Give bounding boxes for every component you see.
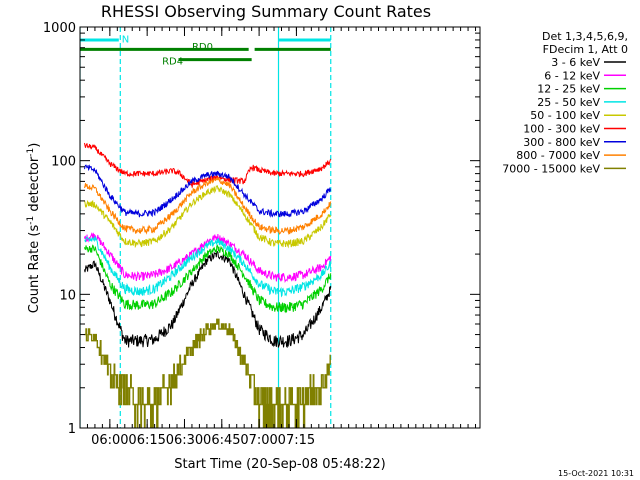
- series-line-5: [84, 185, 332, 249]
- legend-entry-label: 6 - 12 keV: [544, 69, 600, 82]
- legend-entry-label: 800 - 7000 keV: [516, 149, 600, 162]
- x-tick-label: 07:15: [278, 433, 315, 448]
- y-axis-label-sup1: -1: [26, 216, 36, 225]
- status-bar-label-rd0: RD0: [192, 42, 213, 53]
- series-line-4: [84, 236, 332, 298]
- series-line-9: [84, 318, 331, 428]
- legend: Det 1,3,4,5,6,9,FDecim 1, Att 03 - 6 keV…: [502, 30, 628, 175]
- x-tick-label: 06:45: [203, 433, 240, 448]
- series-line-1: [84, 251, 332, 349]
- plot-frame: [79, 26, 481, 429]
- legend-entry-label: 12 - 25 keV: [537, 83, 600, 96]
- y-tick-label: 1: [68, 422, 76, 437]
- status-bar-label-n: N: [122, 35, 129, 46]
- legend-header-line: Det 1,3,4,5,6,9,: [542, 30, 628, 43]
- y-axis-label: Count Rate (s-1 detector-1): [26, 143, 42, 314]
- legend-entry-label: 7000 - 15000 keV: [502, 162, 600, 175]
- status-bar-label-rd4: RD4: [162, 57, 183, 68]
- y-tick-label: 100: [51, 155, 76, 170]
- series-line-3: [84, 244, 332, 314]
- series-line-7: [84, 164, 332, 218]
- legend-entry-label: 300 - 800 keV: [523, 136, 600, 149]
- series-line-2: [84, 232, 332, 283]
- data-layer: N RD0 RD4: [80, 27, 332, 428]
- series-line-8: [84, 176, 332, 236]
- plot-area: [80, 27, 332, 428]
- legend-entry-label: 100 - 300 keV: [523, 123, 600, 136]
- x-tick-label: 07:00: [240, 433, 277, 448]
- legend-header-line: FDecim 1, Att 0: [543, 43, 628, 56]
- y-axis-label-sup2: -1: [26, 148, 36, 157]
- axes-layer: 1 10 100 1000 06:00 06:15 06:30 06:45 07:00 07:15: [43, 21, 481, 448]
- legend-entry-label: 50 - 100 keV: [530, 109, 600, 122]
- y-axis-label-part3: ): [27, 143, 42, 148]
- series-line-6: [84, 142, 332, 188]
- y-tick-label: 10: [59, 288, 76, 303]
- x-tick-label: 06:15: [128, 433, 165, 448]
- y-tick-label: 1000: [43, 21, 76, 36]
- x-axis-label: Start Time (20-Sep-08 05:48:22): [174, 457, 385, 472]
- chart-title: RHESSI Observing Summary Count Rates: [101, 2, 431, 21]
- legend-entry-label: 3 - 6 keV: [551, 56, 600, 69]
- y-axis-label-part1: Count Rate (s: [27, 225, 42, 314]
- legend-entry-label: 25 - 50 keV: [537, 96, 600, 109]
- x-tick-label: 06:00: [91, 433, 128, 448]
- y-axis-label-part2: detector: [27, 156, 42, 216]
- x-tick-label: 06:30: [166, 433, 203, 448]
- footer-timestamp: 15-Oct-2021 10:31: [558, 469, 634, 478]
